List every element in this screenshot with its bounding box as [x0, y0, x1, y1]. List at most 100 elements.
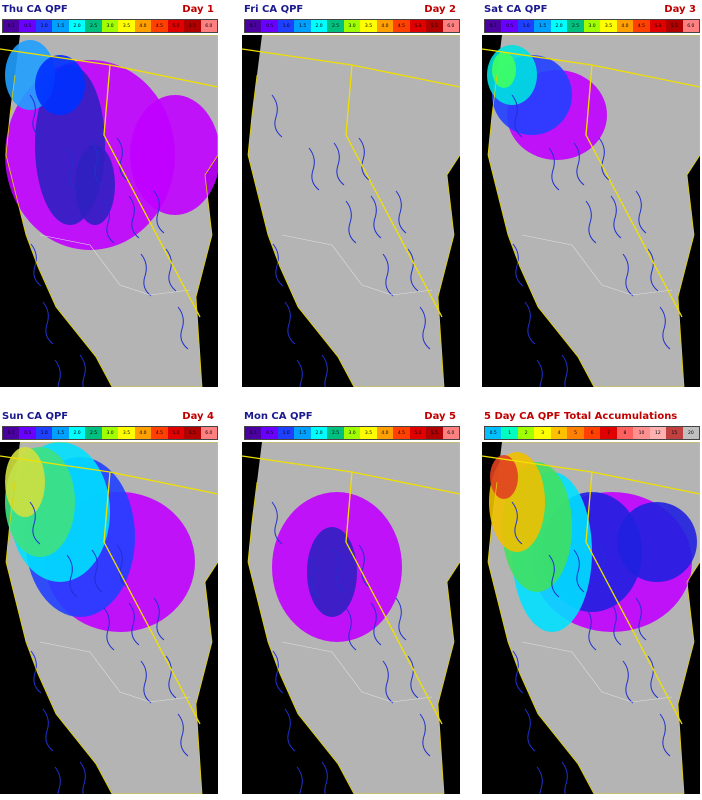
river	[573, 142, 585, 186]
scale-label: 2.5	[567, 20, 584, 32]
scale-label: 3.0	[343, 427, 361, 439]
scale-label: 8	[616, 427, 634, 439]
color-scale: 0.1 0.5 1.0 1.5 2.0 2.5 3.0 3.5 4.0 4.5 5.0 5.5 6.0	[484, 19, 700, 33]
color-scale: 0.5 1 2 3 4 5 6 7 8 10 12 15 20	[484, 426, 700, 440]
river	[512, 650, 524, 694]
river	[536, 766, 543, 794]
river	[395, 597, 407, 641]
state-border	[242, 455, 443, 725]
river	[635, 597, 647, 641]
river	[358, 137, 370, 181]
scale-label: 5.5	[666, 20, 683, 32]
river	[382, 660, 394, 704]
river	[524, 301, 536, 345]
river	[177, 713, 189, 757]
scale-label: 5.5	[426, 427, 443, 439]
scale-label: 1.0	[35, 427, 53, 439]
river	[79, 354, 86, 387]
scale-label: 4.0	[616, 20, 634, 32]
river	[54, 766, 61, 794]
scale-label: 6.0	[442, 20, 460, 32]
panel-title: Thu CA QPF	[2, 4, 68, 15]
scale-label: 5.5	[426, 20, 443, 32]
scale-label: 2.5	[327, 427, 344, 439]
scale-label: 12	[649, 427, 667, 439]
day-label: Day 4	[182, 411, 214, 422]
county-lines	[521, 641, 673, 703]
river	[42, 708, 54, 752]
precip-area	[35, 55, 85, 115]
land	[248, 35, 460, 387]
panel-header: Sat CA QPF Day 3	[482, 3, 702, 17]
river	[296, 766, 303, 794]
county-lines	[39, 234, 191, 296]
river	[548, 554, 560, 598]
river	[30, 650, 42, 694]
river	[128, 195, 140, 239]
panel: Thu CA QPF Day 1 0.1 0.5 1.0 1.5 2.0 2.5 3.0 3.5 4…	[0, 3, 220, 387]
county-lines	[281, 234, 433, 296]
map	[242, 35, 460, 387]
scale-label: 1.0	[277, 427, 295, 439]
scale-label: 1	[501, 427, 518, 439]
scale-label: 1.0	[35, 20, 53, 32]
scale-label: 5.5	[184, 20, 201, 32]
river	[29, 94, 41, 138]
scale-label: 0.1	[245, 20, 262, 32]
scale-label: 5.0	[409, 427, 427, 439]
color-scale: 0.1 0.5 1.0 1.5 2.0 2.5 3.0 3.5 4.0 4.5 5.0 5.5 6.0	[2, 426, 218, 440]
river	[524, 708, 536, 752]
river	[165, 655, 177, 699]
scale-label: 0.5	[19, 427, 36, 439]
scale-label: 5.0	[649, 20, 667, 32]
state-border	[351, 64, 460, 88]
river	[573, 549, 585, 593]
scale-label: 1.0	[517, 20, 535, 32]
color-scale: 0.1 0.5 1.0 1.5 2.0 2.5 3.0 3.5 4.0 4.5 5.0 5.5 6.0	[2, 19, 218, 33]
scale-label: 5.0	[167, 427, 185, 439]
river	[511, 94, 523, 138]
river	[419, 713, 431, 757]
precipitation	[489, 452, 697, 632]
scale-label: 0.5	[19, 20, 36, 32]
river	[419, 306, 431, 350]
precip-area	[5, 447, 45, 517]
river	[598, 544, 610, 588]
scale-label: 2.0	[68, 20, 86, 32]
river	[153, 597, 165, 641]
scale-label: 3.5	[118, 427, 135, 439]
state-border	[482, 455, 683, 725]
state-border	[351, 471, 460, 495]
river	[548, 147, 560, 191]
scale-label: 5.5	[184, 427, 201, 439]
scale-label: 4.0	[134, 20, 152, 32]
river	[66, 147, 78, 191]
river	[585, 607, 597, 651]
river	[165, 248, 177, 292]
county-lines	[521, 234, 673, 296]
scale-label: 3.0	[343, 20, 361, 32]
scale-label: 2.0	[310, 427, 328, 439]
river	[140, 253, 152, 297]
river	[659, 306, 671, 350]
scale-label: 4.5	[393, 427, 410, 439]
scale-label: 6.0	[200, 20, 218, 32]
river	[622, 660, 634, 704]
coastline	[487, 442, 700, 794]
river	[66, 554, 78, 598]
river	[345, 607, 357, 651]
map	[0, 442, 218, 794]
precip-area	[490, 455, 518, 499]
scale-label: 2.0	[68, 427, 86, 439]
panel-title: Mon CA QPF	[244, 411, 313, 422]
river	[382, 253, 394, 297]
county-lines	[281, 641, 433, 703]
scale-label: 3.0	[101, 20, 119, 32]
coastline	[247, 442, 460, 794]
river	[659, 713, 671, 757]
state-border	[109, 64, 218, 88]
map	[242, 442, 460, 794]
river	[79, 761, 86, 794]
panel-header: Mon CA QPF Day 5	[242, 410, 462, 424]
river	[647, 655, 659, 699]
